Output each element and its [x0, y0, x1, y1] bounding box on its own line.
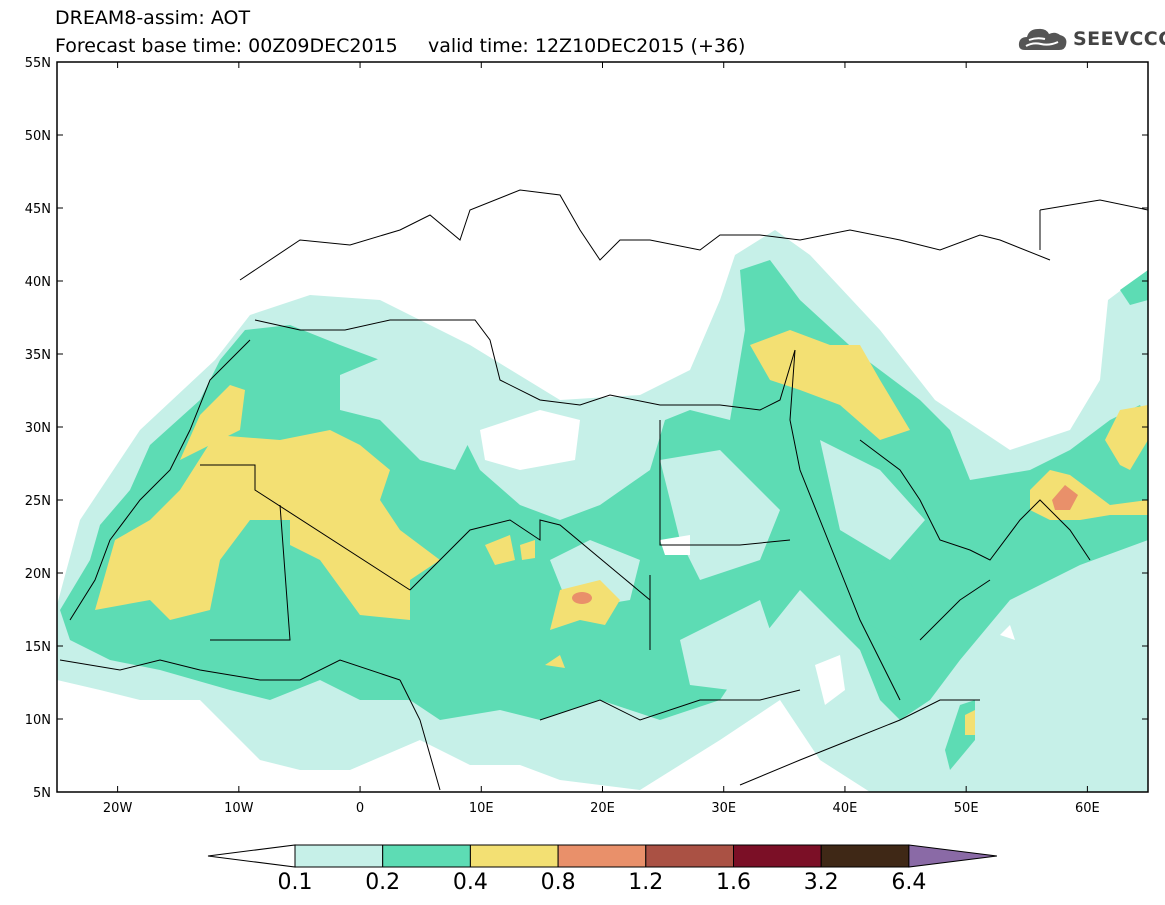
lon-tick-label: 0 [356, 801, 364, 816]
lon-tick-label: 10E [469, 801, 494, 816]
seevccc-logo: SEEVCCC [1017, 22, 1165, 56]
colorbar-level-label: 0.1 [278, 870, 313, 895]
lon-tick-label: 30E [711, 801, 736, 816]
aot-contour-0.8 [572, 485, 1078, 604]
forecast-time-line: Forecast base time: 00Z09DEC2015 valid t… [55, 35, 746, 57]
colorbar-level-label: 1.2 [628, 870, 663, 895]
lat-tick-label: 30N [25, 421, 51, 436]
lon-tick-label: 10W [224, 801, 254, 816]
map-title: DREAM8-assim: AOT [55, 7, 251, 29]
lon-tick-label: 50E [954, 801, 979, 816]
colorbar-box [557, 844, 647, 868]
colorbar-box [294, 844, 384, 868]
latitude-axis: 5N 10N 15N 20N 25N 30N 35N 40N 45N 50N 55N [25, 56, 1148, 801]
logo-text: SEEVCCC [1073, 28, 1165, 50]
lat-tick-label: 45N [25, 202, 51, 217]
colorbar-box [820, 844, 910, 868]
colorbar-level-label: 0.2 [365, 870, 400, 895]
colorbar-box [645, 844, 734, 868]
lat-tick-label: 35N [25, 348, 51, 363]
aot-below-threshold [480, 410, 1015, 705]
lon-tick-label: 20E [590, 801, 615, 816]
country-boundaries [59, 189, 1148, 791]
lat-tick-label: 40N [25, 275, 51, 290]
lon-tick-label: 40E [833, 801, 858, 816]
lat-tick-label: 25N [25, 494, 51, 509]
colorbar-level-label: 6.4 [891, 870, 926, 895]
colorbar-level-label: 1.6 [716, 870, 751, 895]
longitude-axis: 20W 10W 0 10E 20E 30E 40E 50E 60E [103, 62, 1100, 816]
lat-tick-label: 20N [25, 567, 51, 582]
colorbar-low-arrow [207, 844, 296, 868]
colorbar-box [733, 844, 822, 868]
lon-tick-label: 60E [1075, 801, 1100, 816]
lat-tick-label: 10N [25, 713, 51, 728]
lon-tick-label: 20W [103, 801, 133, 816]
cloud-icon [1018, 28, 1067, 50]
lat-tick-label: 55N [25, 56, 51, 71]
colorbar-level-label: 0.4 [453, 870, 488, 895]
colorbar-box [469, 844, 559, 868]
colorbar-level-label: 3.2 [804, 870, 839, 895]
colorbar-level-label: 0.8 [541, 870, 576, 895]
colorbar-box [382, 844, 471, 868]
colorbar-high-arrow [908, 844, 997, 868]
lat-tick-label: 15N [25, 640, 51, 655]
aot-contour-0.1-patches [340, 350, 925, 690]
lat-tick-label: 50N [25, 129, 51, 144]
lat-tick-label: 5N [33, 786, 51, 801]
